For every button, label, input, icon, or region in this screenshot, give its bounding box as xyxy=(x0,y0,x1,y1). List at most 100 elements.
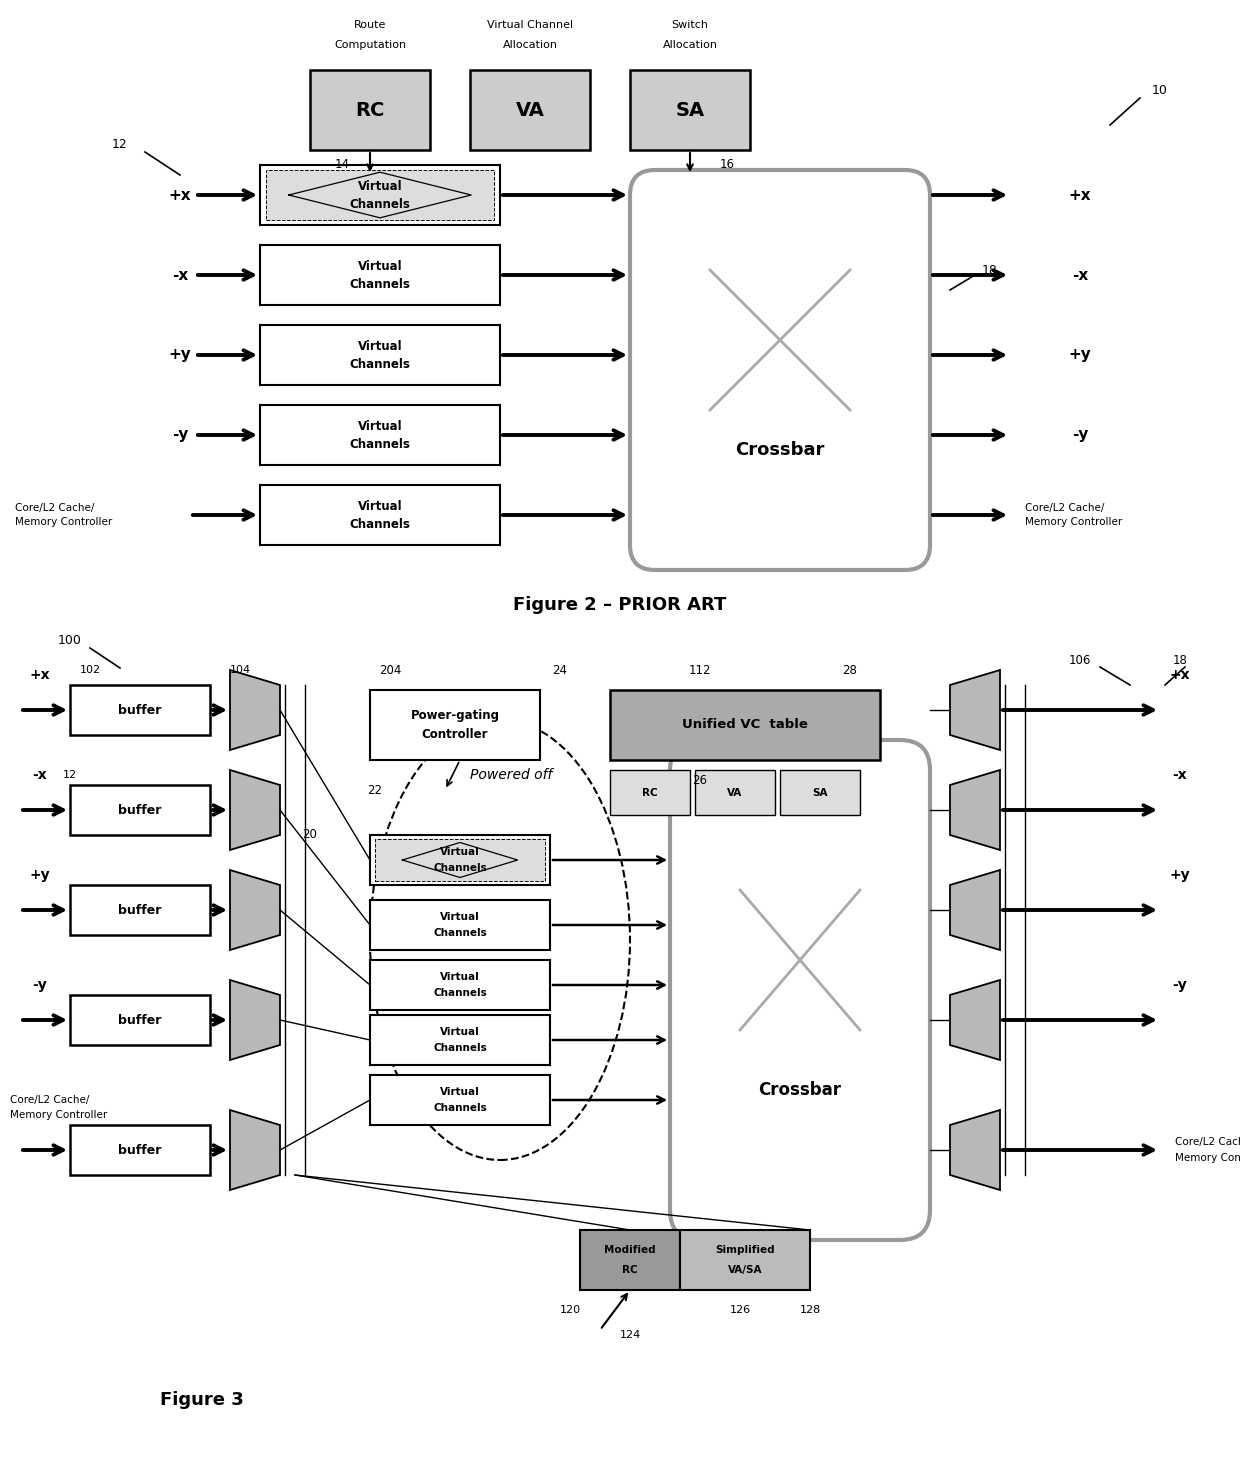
FancyBboxPatch shape xyxy=(310,70,430,150)
Text: 126: 126 xyxy=(729,1305,750,1315)
Text: 14: 14 xyxy=(335,159,350,171)
FancyBboxPatch shape xyxy=(694,769,775,815)
Text: 26: 26 xyxy=(692,774,708,787)
FancyBboxPatch shape xyxy=(260,165,500,225)
Text: Virtual: Virtual xyxy=(440,1026,480,1037)
FancyBboxPatch shape xyxy=(370,835,551,885)
Text: VA/SA: VA/SA xyxy=(728,1264,763,1275)
Text: Virtual: Virtual xyxy=(357,419,402,432)
Text: Unified VC  table: Unified VC table xyxy=(682,718,808,731)
Polygon shape xyxy=(229,870,280,950)
Text: Memory Controller: Memory Controller xyxy=(1176,1153,1240,1164)
FancyBboxPatch shape xyxy=(370,1015,551,1064)
FancyBboxPatch shape xyxy=(780,769,861,815)
Polygon shape xyxy=(229,670,280,750)
FancyBboxPatch shape xyxy=(610,691,880,761)
Text: Power-gating: Power-gating xyxy=(410,708,500,721)
Text: Virtual: Virtual xyxy=(357,340,402,352)
Text: Allocation: Allocation xyxy=(662,39,718,50)
Text: Virtual: Virtual xyxy=(440,847,480,857)
FancyBboxPatch shape xyxy=(260,485,500,545)
Text: Channels: Channels xyxy=(433,1102,487,1113)
Text: 128: 128 xyxy=(800,1305,821,1315)
Text: Channels: Channels xyxy=(433,988,487,999)
Text: Channels: Channels xyxy=(350,438,410,451)
FancyBboxPatch shape xyxy=(267,169,494,220)
FancyBboxPatch shape xyxy=(610,769,689,815)
FancyBboxPatch shape xyxy=(670,740,930,1240)
Text: VA: VA xyxy=(728,787,743,797)
Text: +y: +y xyxy=(169,347,191,362)
Polygon shape xyxy=(950,670,999,750)
Text: 104: 104 xyxy=(229,664,250,675)
Polygon shape xyxy=(229,1110,280,1190)
Text: 28: 28 xyxy=(842,663,857,676)
Polygon shape xyxy=(950,980,999,1060)
FancyBboxPatch shape xyxy=(69,996,210,1045)
Polygon shape xyxy=(950,769,999,850)
Text: 112: 112 xyxy=(688,663,712,676)
Text: 24: 24 xyxy=(553,663,568,676)
Text: Route: Route xyxy=(353,20,386,31)
Text: SA: SA xyxy=(676,101,704,120)
Text: 18: 18 xyxy=(982,263,998,276)
Text: Controller: Controller xyxy=(422,729,489,742)
FancyBboxPatch shape xyxy=(260,245,500,305)
Text: Crossbar: Crossbar xyxy=(759,1080,842,1099)
Text: 22: 22 xyxy=(367,784,382,797)
Text: Channels: Channels xyxy=(433,1042,487,1053)
Text: Switch: Switch xyxy=(672,20,708,31)
Text: Channels: Channels xyxy=(350,517,410,530)
Text: Core/L2 Cache/: Core/L2 Cache/ xyxy=(10,1095,89,1105)
Text: Memory Controller: Memory Controller xyxy=(1025,517,1122,527)
Text: -x: -x xyxy=(172,267,188,282)
Text: 204: 204 xyxy=(378,663,402,676)
FancyBboxPatch shape xyxy=(680,1229,810,1291)
FancyBboxPatch shape xyxy=(370,691,539,761)
Text: RC: RC xyxy=(356,101,384,120)
Polygon shape xyxy=(950,870,999,950)
FancyBboxPatch shape xyxy=(69,885,210,934)
Text: +x: +x xyxy=(1069,187,1091,203)
Text: Channels: Channels xyxy=(350,277,410,291)
Text: buffer: buffer xyxy=(118,904,161,917)
Text: -y: -y xyxy=(1173,978,1188,991)
Text: 12: 12 xyxy=(112,139,128,152)
Text: Virtual: Virtual xyxy=(440,972,480,983)
Text: +y: +y xyxy=(1169,869,1190,882)
Text: 20: 20 xyxy=(303,828,317,841)
Text: RC: RC xyxy=(622,1264,637,1275)
Text: Virtual: Virtual xyxy=(357,180,402,193)
Text: Modified: Modified xyxy=(604,1245,656,1256)
Polygon shape xyxy=(229,769,280,850)
Text: +y: +y xyxy=(30,869,51,882)
Text: buffer: buffer xyxy=(118,1143,161,1156)
Text: Figure 3: Figure 3 xyxy=(160,1391,244,1409)
Text: 124: 124 xyxy=(619,1330,641,1340)
Text: +x: +x xyxy=(1169,669,1190,682)
FancyBboxPatch shape xyxy=(69,1126,210,1175)
Text: Simplified: Simplified xyxy=(715,1245,775,1256)
FancyBboxPatch shape xyxy=(580,1229,680,1291)
Text: Memory Controller: Memory Controller xyxy=(10,1110,107,1120)
Text: Virtual: Virtual xyxy=(357,260,402,273)
Polygon shape xyxy=(950,1110,999,1190)
Text: Figure 2 – PRIOR ART: Figure 2 – PRIOR ART xyxy=(513,596,727,615)
Text: 12: 12 xyxy=(63,769,77,780)
Text: buffer: buffer xyxy=(118,803,161,816)
Text: 16: 16 xyxy=(720,159,735,171)
Text: Powered off: Powered off xyxy=(470,768,552,783)
Text: Channels: Channels xyxy=(350,197,410,210)
FancyBboxPatch shape xyxy=(260,326,500,385)
Text: +y: +y xyxy=(1069,347,1091,362)
FancyBboxPatch shape xyxy=(370,899,551,950)
Text: 18: 18 xyxy=(1173,654,1188,667)
Text: -x: -x xyxy=(32,768,47,783)
Text: -y: -y xyxy=(32,978,47,991)
Text: 100: 100 xyxy=(58,634,82,647)
Text: SA: SA xyxy=(812,787,828,797)
Text: Channels: Channels xyxy=(433,929,487,937)
Text: +x: +x xyxy=(169,187,191,203)
Text: Channels: Channels xyxy=(350,358,410,371)
Text: Core/L2 Cache/: Core/L2 Cache/ xyxy=(15,504,94,512)
